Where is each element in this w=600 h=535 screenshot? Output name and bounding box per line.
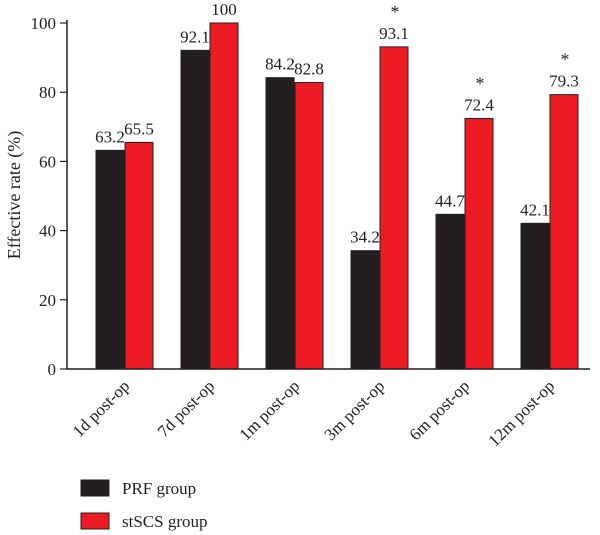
legend: PRF group stSCS group xyxy=(80,479,208,531)
data-label: 63.2 xyxy=(95,127,125,146)
data-label: 93.1 xyxy=(379,24,409,43)
x-tick-label: 6m post-op xyxy=(405,376,473,444)
legend-label: PRF group xyxy=(122,479,196,498)
data-label: 100 xyxy=(211,0,237,19)
data-label: 65.5 xyxy=(124,119,154,138)
y-tick-label: 60 xyxy=(39,152,56,171)
significance-marker: * xyxy=(561,50,570,70)
x-tick-label: 3m post-op xyxy=(320,376,388,444)
x-tick-label: 7d post-op xyxy=(154,376,219,441)
bar xyxy=(180,49,210,370)
data-label: 79.3 xyxy=(549,72,579,91)
x-tick-label: 12m post-op xyxy=(484,376,558,450)
data-label: 82.8 xyxy=(294,60,324,79)
y-tick-label: 0 xyxy=(48,360,57,379)
data-label: 44.7 xyxy=(435,191,465,210)
legend-swatch xyxy=(80,512,110,530)
y-tick-label: 40 xyxy=(39,222,56,241)
y-tick-label: 100 xyxy=(31,14,57,33)
data-label: 84.2 xyxy=(265,55,295,74)
legend-label: stSCS group xyxy=(122,512,208,531)
bar xyxy=(124,141,154,370)
bar xyxy=(379,46,409,370)
bar xyxy=(435,213,465,370)
bar xyxy=(265,77,295,370)
legend-swatch xyxy=(80,479,110,497)
y-tick-label: 20 xyxy=(39,291,56,310)
bar xyxy=(209,22,239,370)
significance-marker: * xyxy=(391,2,400,22)
bar xyxy=(294,82,324,370)
data-label: 34.2 xyxy=(350,228,380,247)
y-tick-label: 80 xyxy=(39,83,56,102)
data-label: 72.4 xyxy=(464,95,494,114)
bar xyxy=(464,117,494,370)
bar xyxy=(549,94,579,370)
bar xyxy=(95,149,125,370)
x-tick-label: 1m post-op xyxy=(235,376,303,444)
y-axis-label: Effective rate (%) xyxy=(4,131,25,260)
x-tick-label: 1d post-op xyxy=(69,376,134,441)
bar xyxy=(520,222,550,370)
bar xyxy=(350,250,380,370)
significance-marker: * xyxy=(476,73,485,93)
data-label: 42.1 xyxy=(520,200,550,219)
data-label: 92.1 xyxy=(180,27,210,46)
